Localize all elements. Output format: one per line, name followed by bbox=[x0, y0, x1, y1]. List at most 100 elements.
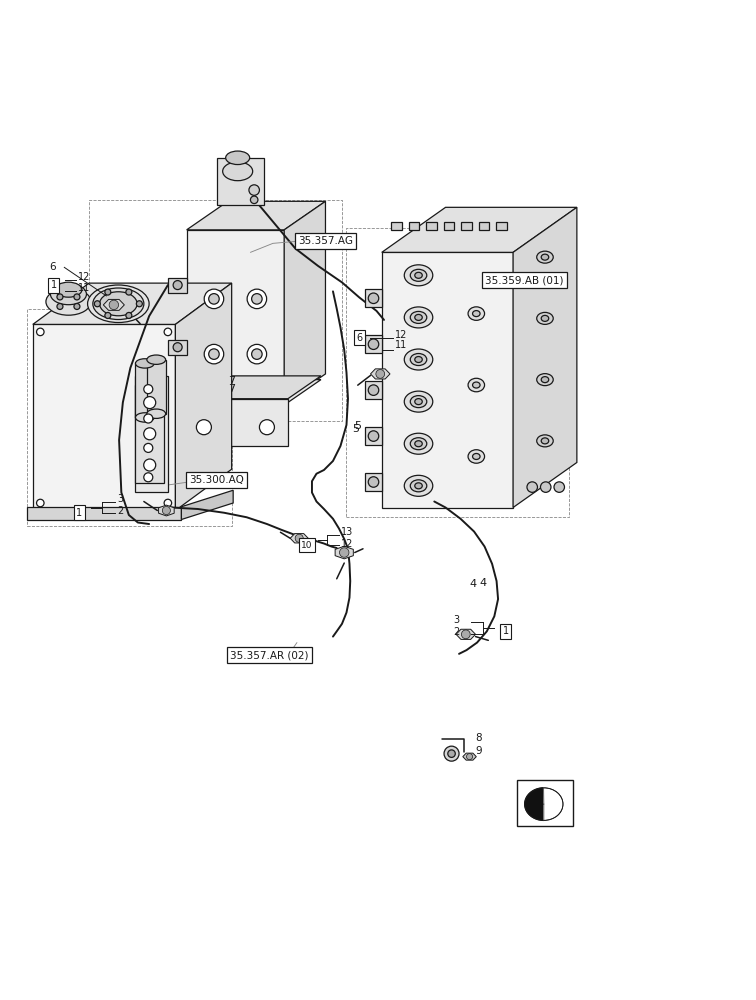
Ellipse shape bbox=[100, 292, 137, 316]
Polygon shape bbox=[135, 363, 154, 417]
Circle shape bbox=[204, 289, 224, 309]
Circle shape bbox=[368, 339, 379, 349]
Ellipse shape bbox=[541, 315, 549, 321]
Circle shape bbox=[94, 301, 101, 307]
Polygon shape bbox=[290, 534, 308, 543]
Ellipse shape bbox=[541, 254, 549, 260]
Circle shape bbox=[164, 499, 172, 507]
Text: 10: 10 bbox=[301, 541, 312, 550]
Ellipse shape bbox=[411, 311, 427, 323]
Ellipse shape bbox=[404, 433, 432, 454]
Circle shape bbox=[74, 294, 80, 300]
Ellipse shape bbox=[415, 357, 423, 363]
Ellipse shape bbox=[541, 438, 549, 444]
Polygon shape bbox=[365, 289, 382, 307]
Ellipse shape bbox=[415, 272, 423, 278]
Text: 7: 7 bbox=[228, 384, 235, 394]
Circle shape bbox=[444, 746, 459, 761]
Circle shape bbox=[36, 328, 44, 336]
Circle shape bbox=[252, 349, 262, 359]
Polygon shape bbox=[544, 788, 563, 820]
Bar bbox=[392, 222, 402, 230]
Polygon shape bbox=[26, 507, 181, 520]
Circle shape bbox=[295, 534, 303, 542]
Ellipse shape bbox=[472, 453, 480, 459]
Text: 35.359.AB (01): 35.359.AB (01) bbox=[485, 275, 563, 285]
Ellipse shape bbox=[537, 312, 553, 324]
Ellipse shape bbox=[472, 311, 480, 317]
Bar bbox=[426, 222, 437, 230]
Circle shape bbox=[527, 482, 538, 492]
Bar bbox=[135, 376, 168, 492]
Ellipse shape bbox=[411, 438, 427, 450]
Text: 9: 9 bbox=[476, 746, 482, 756]
Circle shape bbox=[173, 343, 182, 352]
Bar bbox=[517, 780, 573, 826]
Circle shape bbox=[204, 344, 224, 364]
Circle shape bbox=[105, 289, 111, 295]
Circle shape bbox=[163, 506, 170, 515]
Ellipse shape bbox=[55, 282, 82, 297]
Circle shape bbox=[368, 385, 379, 395]
Polygon shape bbox=[175, 283, 231, 511]
Bar bbox=[409, 222, 420, 230]
Polygon shape bbox=[33, 283, 231, 324]
Ellipse shape bbox=[411, 480, 427, 492]
Circle shape bbox=[554, 482, 565, 492]
Circle shape bbox=[105, 312, 111, 318]
Text: 4: 4 bbox=[469, 579, 477, 589]
Polygon shape bbox=[147, 360, 166, 414]
Polygon shape bbox=[183, 376, 321, 399]
Bar bbox=[135, 385, 164, 483]
Circle shape bbox=[466, 754, 472, 760]
Ellipse shape bbox=[404, 349, 432, 370]
Ellipse shape bbox=[537, 435, 553, 447]
Circle shape bbox=[74, 303, 80, 309]
Ellipse shape bbox=[404, 265, 432, 286]
Polygon shape bbox=[217, 158, 264, 205]
Text: 3: 3 bbox=[117, 494, 123, 504]
Circle shape bbox=[144, 385, 153, 394]
Circle shape bbox=[144, 473, 153, 482]
Ellipse shape bbox=[51, 284, 86, 305]
Text: 1: 1 bbox=[503, 626, 509, 636]
Circle shape bbox=[252, 294, 262, 304]
Text: 12: 12 bbox=[78, 272, 90, 282]
Text: 6: 6 bbox=[356, 333, 362, 343]
Circle shape bbox=[368, 477, 379, 487]
Ellipse shape bbox=[404, 307, 432, 328]
Polygon shape bbox=[456, 629, 476, 639]
Polygon shape bbox=[183, 380, 321, 402]
Ellipse shape bbox=[415, 314, 423, 320]
Polygon shape bbox=[513, 207, 577, 508]
Circle shape bbox=[461, 630, 470, 639]
Polygon shape bbox=[183, 399, 288, 446]
Circle shape bbox=[339, 548, 349, 557]
Bar bbox=[461, 222, 472, 230]
Circle shape bbox=[209, 294, 219, 304]
Ellipse shape bbox=[537, 251, 553, 263]
Text: 35.357.AR (02): 35.357.AR (02) bbox=[230, 650, 308, 660]
Ellipse shape bbox=[415, 399, 423, 405]
Circle shape bbox=[250, 196, 258, 204]
Circle shape bbox=[376, 370, 385, 378]
Bar bbox=[444, 222, 454, 230]
Bar bbox=[497, 222, 507, 230]
Text: 11: 11 bbox=[395, 340, 407, 350]
Ellipse shape bbox=[135, 359, 154, 368]
Text: 7: 7 bbox=[228, 376, 235, 386]
Text: 2: 2 bbox=[453, 627, 459, 637]
Text: 1: 1 bbox=[51, 280, 57, 290]
Circle shape bbox=[109, 300, 119, 310]
Circle shape bbox=[209, 349, 219, 359]
Polygon shape bbox=[33, 324, 175, 511]
Ellipse shape bbox=[411, 354, 427, 366]
Polygon shape bbox=[525, 788, 544, 820]
Polygon shape bbox=[365, 427, 382, 445]
Ellipse shape bbox=[411, 269, 427, 281]
Ellipse shape bbox=[147, 355, 166, 364]
Ellipse shape bbox=[472, 382, 480, 388]
Ellipse shape bbox=[223, 162, 253, 181]
Circle shape bbox=[247, 344, 267, 364]
Text: 4: 4 bbox=[479, 578, 486, 588]
